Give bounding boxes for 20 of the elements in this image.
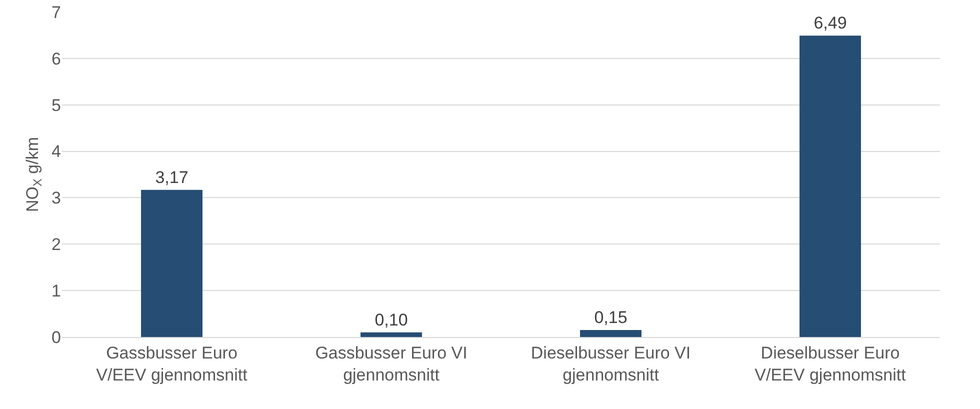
y-tick-label: 7 (52, 2, 61, 22)
y-tick-label: 0 (52, 328, 61, 347)
x-tick-label: Dieselbusser Euro VI gjennomsnitt (530, 343, 691, 384)
y-tick-label: 4 (52, 142, 61, 162)
bar (580, 330, 642, 337)
y-tick-label: 3 (52, 188, 61, 208)
bar (800, 36, 861, 337)
x-tick-label: Dieselbusser Euro V/EEV gjennomsnitt (754, 343, 906, 384)
data-label: 0,15 (594, 308, 628, 328)
y-tick-label: 2 (52, 235, 61, 254)
y-tick-label: 5 (52, 96, 61, 115)
y-tick-label: 1 (52, 282, 61, 301)
bar (360, 332, 422, 337)
x-tick-label: Gassbusser Euro VI gjennomsnitt (315, 343, 468, 384)
data-label: 6,49 (814, 14, 847, 33)
data-label: 3,17 (155, 168, 188, 187)
x-tick-label: Gassbusser Euro V/EEV gjennomsnitt (96, 343, 248, 384)
data-label: 0,10 (374, 310, 408, 330)
bar (141, 190, 202, 337)
y-tick-label: 6 (52, 49, 61, 68)
